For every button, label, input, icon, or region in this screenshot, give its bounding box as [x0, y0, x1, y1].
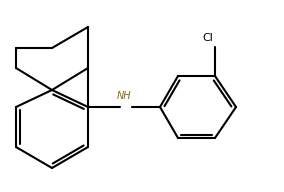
Text: Cl: Cl — [202, 33, 214, 43]
Text: NH: NH — [117, 91, 131, 101]
